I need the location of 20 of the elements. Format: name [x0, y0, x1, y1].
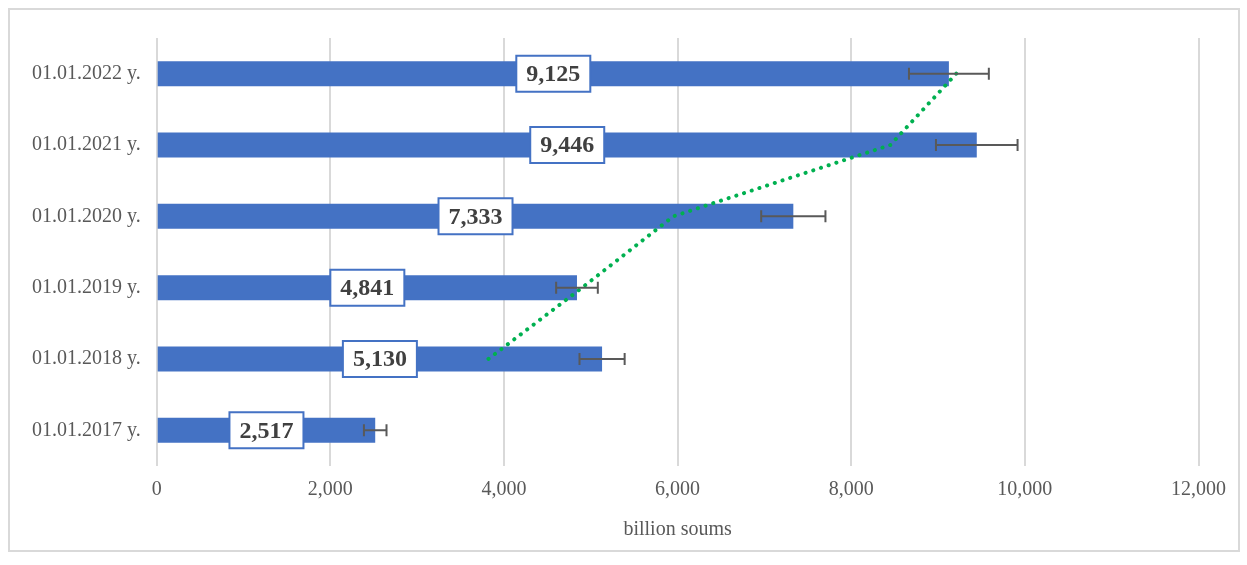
data-label: 5,130 — [352, 345, 407, 372]
data-label: 9,125 — [526, 59, 581, 86]
x-tick-label: 8,000 — [828, 477, 874, 500]
y-tick-label: 01.01.2022 y. — [32, 60, 141, 84]
x-tick-label: 12,000 — [1171, 477, 1226, 500]
data-label: 4,841 — [340, 273, 395, 300]
data-label: 9,446 — [540, 131, 595, 158]
y-tick-label: 01.01.2021 y. — [32, 132, 141, 156]
y-tick-label: 01.01.2019 y. — [32, 274, 141, 298]
x-tick-label: 6,000 — [655, 477, 701, 500]
x-tick-label: 2,000 — [307, 477, 353, 500]
x-tick-label: 0 — [151, 477, 162, 500]
data-label: 7,333 — [448, 202, 503, 229]
x-axis-title: billion soums — [623, 517, 732, 540]
x-tick-label: 4,000 — [481, 477, 527, 500]
x-tick-label: 10,000 — [997, 477, 1053, 500]
data-label: 2,517 — [239, 416, 294, 443]
y-tick-label: 01.01.2018 y. — [32, 346, 141, 370]
y-tick-label: 01.01.2017 y. — [32, 417, 141, 441]
y-tick-label: 01.01.2020 y. — [32, 203, 141, 227]
